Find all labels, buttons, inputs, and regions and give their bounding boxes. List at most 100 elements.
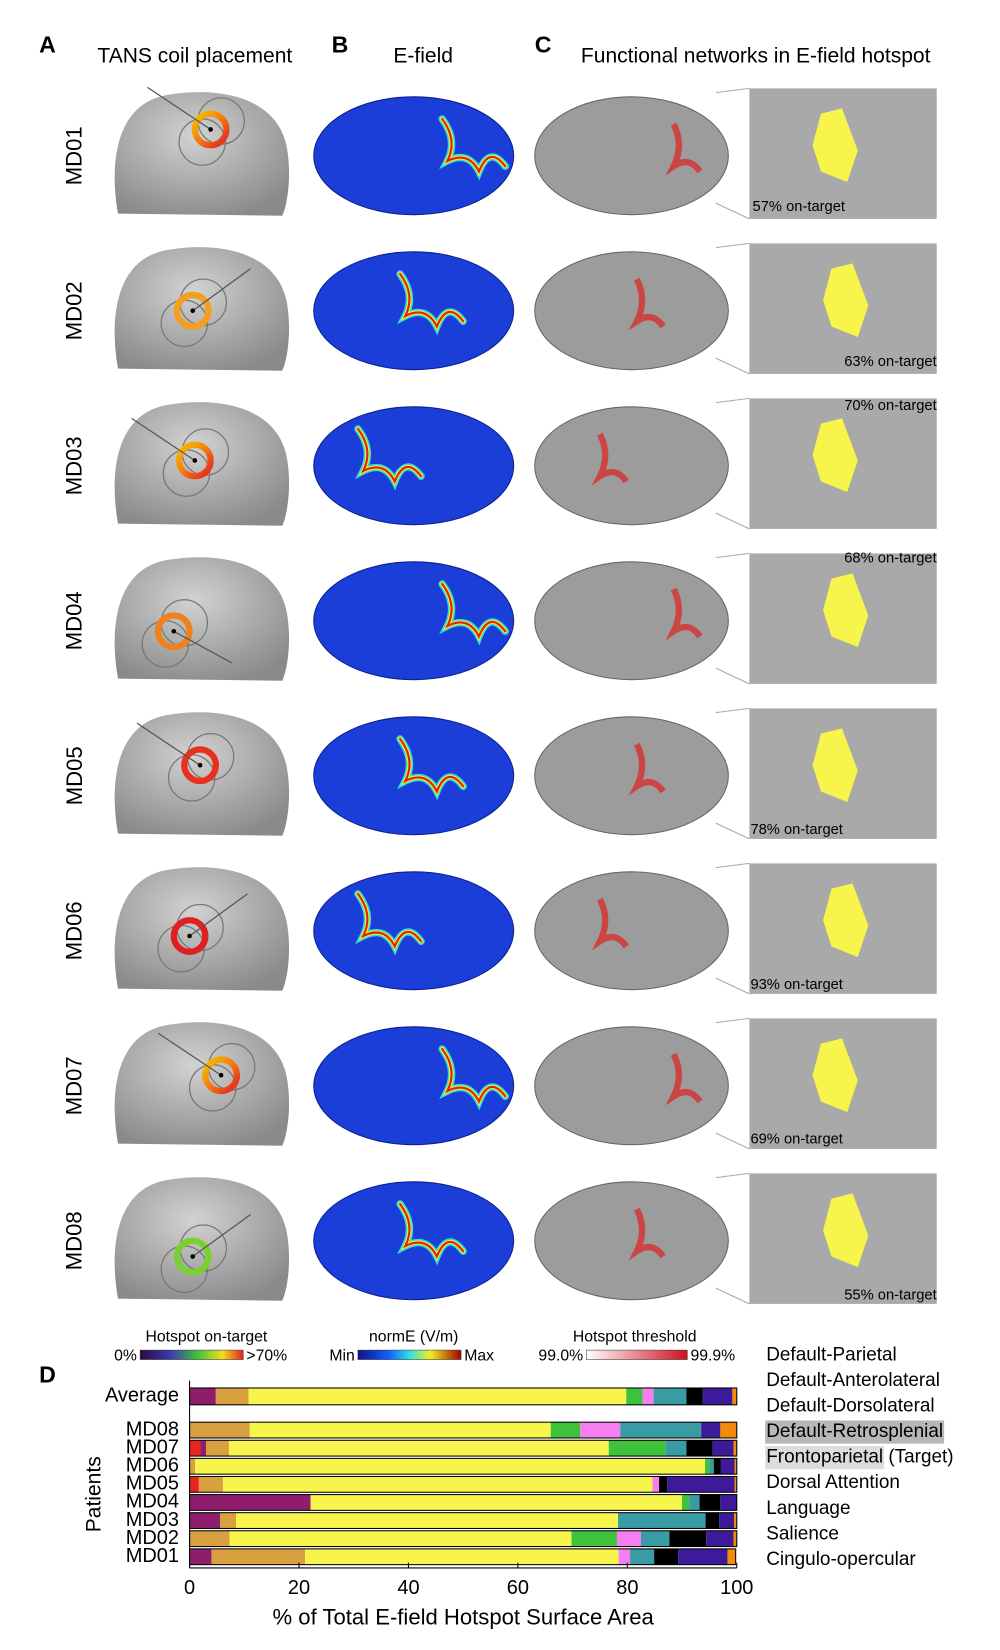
target-network-patch bbox=[812, 108, 858, 183]
efield-hotspot bbox=[396, 270, 467, 336]
colorbar-min: Min bbox=[329, 1348, 354, 1365]
panel-label: B bbox=[332, 31, 349, 57]
hotspot-overlay bbox=[665, 587, 703, 641]
cortex-brain bbox=[534, 251, 729, 371]
bar-segment bbox=[733, 1530, 737, 1547]
efield-brain bbox=[313, 1026, 515, 1146]
legend-entry: Default-Anterolateral bbox=[766, 1370, 940, 1391]
bar-segment bbox=[705, 1512, 720, 1529]
row-label: MD06 bbox=[62, 901, 87, 960]
on-target-label: 78% on-target bbox=[750, 822, 842, 838]
zoom-line bbox=[715, 87, 750, 94]
bar-segment bbox=[678, 1548, 728, 1565]
bar-segment bbox=[686, 1387, 703, 1405]
x-tick-label: 60 bbox=[507, 1577, 529, 1599]
bar-segment bbox=[580, 1422, 621, 1438]
x-axis-label: % of Total E-field Hotspot Surface Area bbox=[273, 1604, 655, 1629]
bar-segment bbox=[706, 1530, 734, 1547]
zoom-line bbox=[715, 1132, 750, 1150]
efield-stripe bbox=[398, 1202, 465, 1260]
y-tick-label: MD01 bbox=[126, 1545, 179, 1567]
row-label: MD02 bbox=[62, 281, 87, 340]
bar-segment bbox=[228, 1440, 609, 1457]
colorbar-title: normE (V/m) bbox=[369, 1329, 458, 1346]
hotspot-ring bbox=[181, 746, 220, 785]
target-network-patch bbox=[812, 1038, 858, 1113]
bar-segment bbox=[608, 1440, 666, 1457]
bar-segment bbox=[652, 1476, 660, 1493]
y-tick-label: Average bbox=[105, 1385, 179, 1407]
coil-handle bbox=[173, 630, 232, 664]
bar-segment bbox=[618, 1548, 631, 1565]
target-network-patch bbox=[823, 263, 869, 338]
head-image bbox=[114, 92, 290, 216]
bar-segment bbox=[620, 1422, 702, 1438]
bar-segment bbox=[669, 1530, 707, 1547]
coil-handle bbox=[192, 268, 251, 312]
legend-entry: Frontoparietal bbox=[766, 1447, 883, 1468]
efield-brain bbox=[313, 561, 515, 681]
colorbar bbox=[357, 1349, 462, 1360]
hotspot-ring bbox=[154, 612, 193, 651]
legend-entry: Salience bbox=[766, 1523, 839, 1544]
efield-hotspot bbox=[354, 890, 425, 956]
colorbar-title: Hotspot threshold bbox=[573, 1329, 697, 1346]
coil-center bbox=[190, 308, 196, 314]
bar-segment bbox=[189, 1458, 196, 1475]
hotspot-ring bbox=[202, 1056, 241, 1095]
zoom-line bbox=[715, 1017, 750, 1024]
coil-handle bbox=[147, 86, 211, 130]
efield-stripe bbox=[441, 582, 507, 640]
y-tick-label: MD02 bbox=[126, 1527, 179, 1549]
coil-center bbox=[197, 762, 203, 768]
cortex-brain bbox=[534, 561, 729, 681]
bar-segment bbox=[641, 1530, 670, 1547]
on-target-label: 93% on-target bbox=[750, 977, 842, 993]
bar-segment bbox=[249, 1422, 551, 1438]
efield-hotspot bbox=[438, 115, 509, 181]
target-network-patch bbox=[823, 1193, 869, 1268]
cortex-brain bbox=[534, 406, 729, 526]
y-tick-label: MD04 bbox=[126, 1491, 179, 1513]
target-network-patch bbox=[812, 728, 858, 803]
efield-hotspot bbox=[438, 580, 509, 646]
panel-label: D bbox=[39, 1362, 56, 1388]
bar-segment bbox=[550, 1422, 581, 1438]
efield-hotspot bbox=[396, 1200, 467, 1266]
cortex-brain bbox=[534, 716, 729, 836]
coil-center bbox=[171, 628, 177, 634]
coil-center bbox=[218, 1072, 224, 1078]
hotspot-overlay bbox=[591, 897, 629, 951]
bar-segment bbox=[205, 1440, 229, 1457]
efield-hotspot bbox=[354, 425, 425, 491]
cortex-brain bbox=[534, 871, 729, 991]
bar-segment bbox=[305, 1548, 619, 1565]
coil-handle bbox=[131, 417, 196, 462]
row-label: MD08 bbox=[62, 1211, 87, 1270]
bar-segment bbox=[667, 1476, 735, 1493]
bar-segment bbox=[630, 1548, 655, 1565]
bar-segment bbox=[709, 1458, 714, 1475]
y-tick-label: MD06 bbox=[126, 1455, 179, 1477]
bar-segment bbox=[642, 1387, 654, 1405]
colorbar-min: 0% bbox=[114, 1348, 137, 1365]
bar-segment bbox=[659, 1476, 668, 1493]
hotspot-overlay bbox=[665, 122, 703, 176]
bar-segment bbox=[734, 1476, 737, 1493]
zoom-line bbox=[715, 512, 750, 530]
row-label: MD04 bbox=[62, 591, 87, 650]
x-tick-label: 80 bbox=[616, 1577, 638, 1599]
target-network-patch bbox=[823, 883, 869, 958]
legend-highlight bbox=[765, 1446, 885, 1470]
on-target-label: 70% on-target bbox=[844, 398, 936, 414]
hotspot-ring bbox=[170, 917, 209, 955]
bar-segment bbox=[236, 1512, 619, 1529]
bar-segment bbox=[189, 1387, 216, 1405]
colorbar-max: >70% bbox=[246, 1348, 287, 1365]
on-target-label: 55% on-target bbox=[844, 1287, 936, 1303]
on-target-label: 63% on-target bbox=[844, 354, 936, 370]
bar-segment bbox=[200, 1440, 206, 1457]
cortex-brain bbox=[534, 1181, 729, 1301]
bar-segment bbox=[215, 1387, 249, 1405]
